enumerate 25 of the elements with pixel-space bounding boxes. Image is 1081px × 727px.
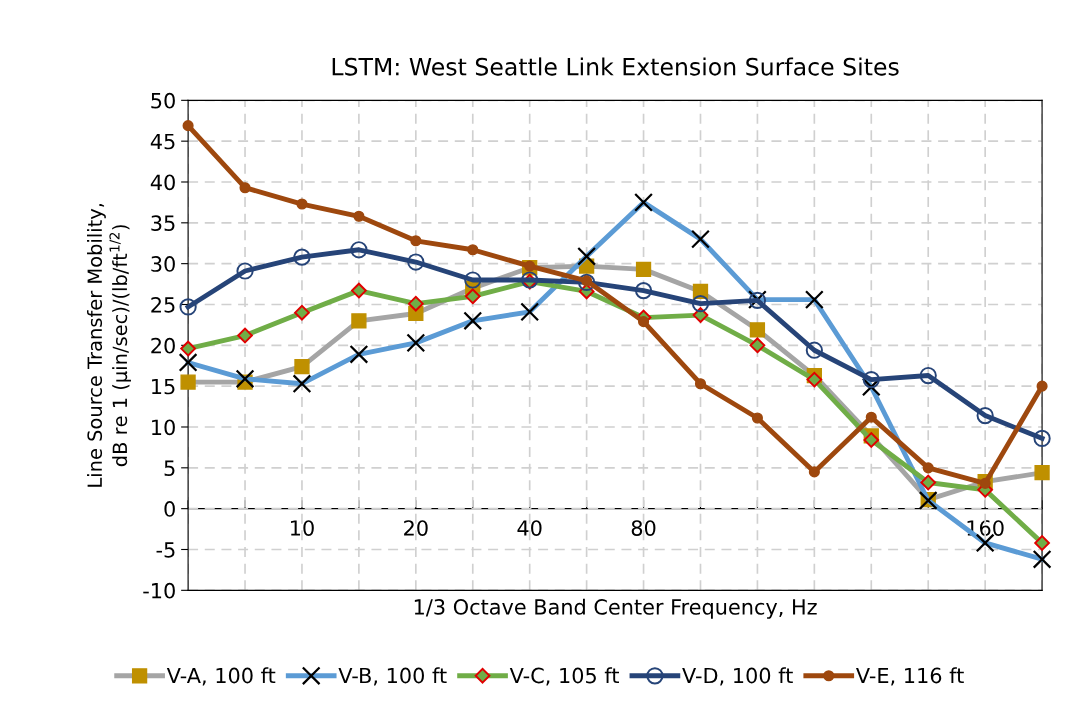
x-tick-label: 10 [290, 520, 314, 536]
y-tick-label: 5 [164, 460, 175, 477]
y-tick-label: 15 [152, 378, 175, 395]
y-tick-label: 50 [151, 92, 175, 109]
y-tick-label: 25 [151, 296, 175, 313]
legend-label: V-A, 100 ft [166, 667, 276, 686]
y-axis-title: Line Source Transfer Mobility, dB re 1 (µin/sec)/(lb/ft$^{1/2}$) [87, 203, 131, 487]
legend-label: V-C, 105 ft [509, 667, 619, 686]
x-tick-label: 40 [517, 520, 542, 536]
y-tick-label: 10 [152, 419, 175, 436]
y-tick-label: 45 [150, 133, 175, 150]
y-tick-label: 40 [150, 174, 175, 191]
y-tick-label: -5 [156, 542, 175, 558]
x-tick-label: 80 [631, 520, 656, 536]
x-axis-title: 1/3 Octave Band Center Frequency, Hz [414, 598, 817, 619]
y-tick-label: 35 [151, 215, 175, 232]
legend-label: V-D, 100 ft [682, 667, 793, 686]
y-tick-label: 30 [151, 256, 175, 272]
legend-label: V-E, 116 ft [856, 667, 964, 686]
x-tick-label: 20 [404, 520, 428, 536]
y-tick-label: -10 [143, 582, 175, 599]
y-tick-label: 20 [151, 337, 175, 354]
chart-title: LSTM: West Seattle Link Extension Surface Sites [332, 57, 899, 76]
legend-label: V-B, 100 ft [338, 667, 447, 686]
y-tick-label: 0 [164, 501, 175, 517]
